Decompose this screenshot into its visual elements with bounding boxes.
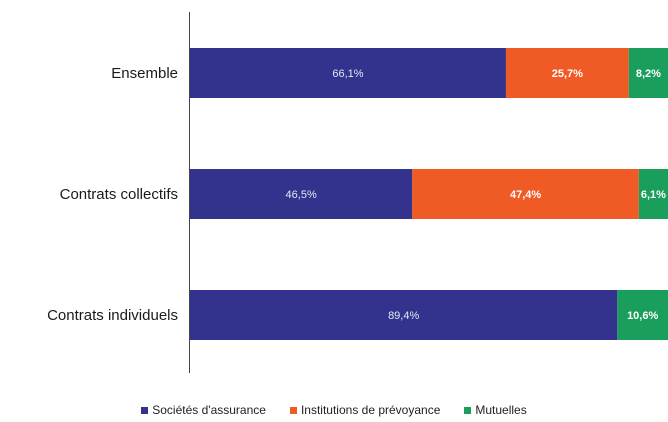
legend-item: Sociétés d'assurance [141,403,266,417]
legend: Sociétés d'assurance Institutions de prév… [0,403,668,417]
bar-segment [628,48,668,98]
category-label: Contrats individuels [47,307,178,324]
data-label: 89,4% [388,310,419,322]
data-label: 10,6% [627,310,658,322]
bar-segment [190,169,413,219]
data-label: 47,4% [510,189,541,201]
legend-swatch [464,406,472,414]
stacked-bar-chart: Ensemble 66,1% 25,7% 8,2% Contrats collectif… [47,12,668,373]
bar-segment [190,290,618,340]
legend-swatch [141,406,149,414]
data-label: 25,7% [552,68,583,80]
bar-segment [638,169,668,219]
category-label: Contrats collectifs [60,186,178,203]
data-label: 8,2% [636,68,661,80]
legend-swatch [289,406,297,414]
bar-segment [505,48,629,98]
bar-segment [412,169,639,219]
data-label: 6,1% [641,189,666,201]
legend-item: Mutuelles [464,403,527,417]
bar-segment [617,290,668,340]
category-label: Ensemble [111,65,178,82]
legend-label: Sociétés d'assurance [152,403,266,417]
bar-segment [190,48,506,98]
data-label: 66,1% [332,68,363,80]
legend-label: Mutuelles [475,403,527,417]
data-label: 46,5% [286,189,317,201]
legend-item: Institutions de prévoyance [289,403,441,417]
legend-label: Institutions de prévoyance [300,403,441,417]
